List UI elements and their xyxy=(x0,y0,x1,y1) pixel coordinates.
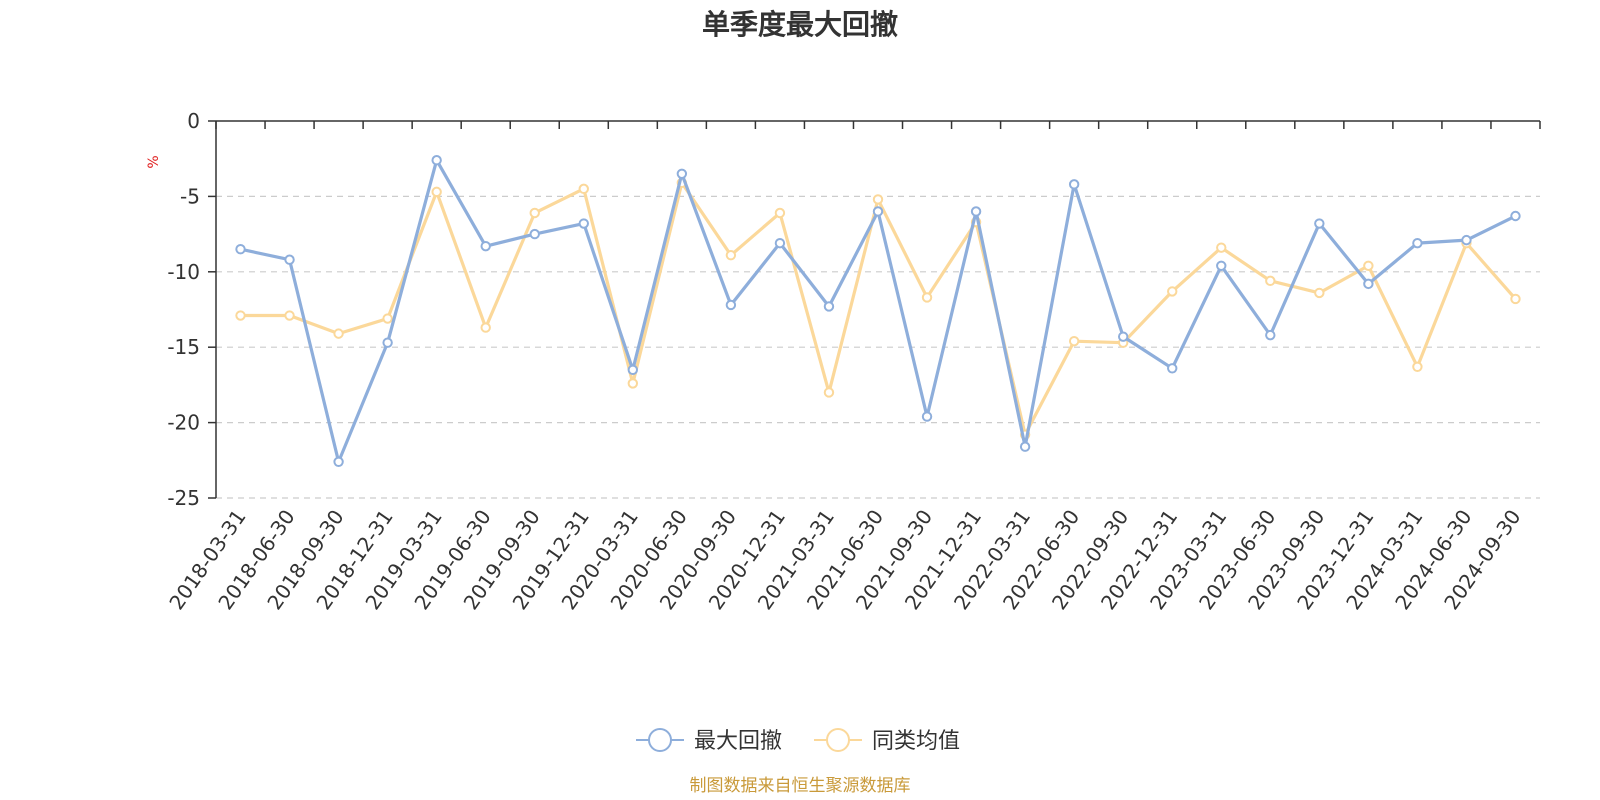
data-point[interactable] xyxy=(1265,329,1276,341)
data-point[interactable] xyxy=(382,337,393,348)
data-point[interactable] xyxy=(1314,287,1325,299)
data-point[interactable] xyxy=(627,364,639,376)
data-point[interactable] xyxy=(1510,293,1521,305)
y-tick-label: -5 xyxy=(180,184,200,208)
series-line xyxy=(240,181,1517,437)
data-point[interactable] xyxy=(725,250,737,261)
data-point[interactable] xyxy=(333,328,344,339)
data-point[interactable] xyxy=(1363,278,1374,290)
series-1 xyxy=(235,155,1521,468)
grid-lines xyxy=(216,195,1540,499)
data-point[interactable] xyxy=(284,310,295,321)
data-point[interactable] xyxy=(1412,237,1423,249)
data-point[interactable] xyxy=(1216,260,1227,271)
x-tick-labels: 2018-03-312018-06-302018-09-302018-12-31… xyxy=(164,505,1525,614)
legend-label: 最大回撤 xyxy=(694,729,782,754)
data-point[interactable] xyxy=(235,310,246,321)
data-point[interactable] xyxy=(627,378,639,389)
data-point[interactable] xyxy=(921,292,933,303)
legend-marker-icon xyxy=(826,728,850,752)
data-point[interactable] xyxy=(725,299,737,311)
y-tick-label: -20 xyxy=(167,411,200,435)
y-axis-unit: % xyxy=(146,155,162,168)
legend-marker-icon xyxy=(648,728,672,752)
data-point[interactable] xyxy=(578,183,589,195)
data-point[interactable] xyxy=(1510,210,1521,222)
data-point[interactable] xyxy=(1117,331,1129,342)
legend-item-1[interactable]: 最大回撤 xyxy=(636,728,782,754)
data-point[interactable] xyxy=(431,155,442,166)
data-point[interactable] xyxy=(1461,234,1472,246)
data-point[interactable] xyxy=(529,207,540,219)
data-point[interactable] xyxy=(774,237,786,249)
data-point[interactable] xyxy=(774,207,786,219)
data-point[interactable] xyxy=(970,206,982,217)
y-tick-label: 0 xyxy=(187,109,200,133)
data-point[interactable] xyxy=(1068,335,1080,347)
y-tick-labels: 0 -5 -10 -15 -20 -25 xyxy=(167,109,200,510)
data-point[interactable] xyxy=(1167,363,1178,374)
data-point[interactable] xyxy=(480,240,491,252)
series-group xyxy=(235,155,1521,468)
data-point[interactable] xyxy=(235,243,246,255)
data-point[interactable] xyxy=(578,218,589,229)
data-point[interactable] xyxy=(1314,218,1325,229)
data-point[interactable] xyxy=(921,411,933,422)
legend-item-2[interactable]: 同类均值 xyxy=(814,728,960,754)
chart-title: 单季度最大回撤 xyxy=(702,8,898,41)
data-point[interactable] xyxy=(676,168,688,179)
data-point[interactable] xyxy=(431,186,442,198)
y-tick-label: -15 xyxy=(167,335,200,359)
data-point[interactable] xyxy=(1363,260,1374,271)
y-tick-label: -25 xyxy=(167,486,200,510)
data-point[interactable] xyxy=(1216,242,1227,253)
data-point[interactable] xyxy=(284,254,295,265)
legend[interactable]: 最大回撤 同类均值 xyxy=(636,728,960,754)
data-point[interactable] xyxy=(872,194,884,205)
data-point[interactable] xyxy=(382,313,393,324)
data-point[interactable] xyxy=(1412,361,1423,373)
data-point[interactable] xyxy=(333,456,344,468)
legend-label: 同类均值 xyxy=(872,729,960,754)
data-point[interactable] xyxy=(480,322,491,333)
data-point[interactable] xyxy=(1265,275,1276,287)
source-note: 制图数据来自恒生聚源数据库 xyxy=(690,776,911,796)
data-point[interactable] xyxy=(1019,441,1031,452)
data-point[interactable] xyxy=(823,387,835,398)
data-point[interactable] xyxy=(823,301,835,312)
data-point[interactable] xyxy=(1068,179,1080,190)
data-point[interactable] xyxy=(1167,286,1178,297)
data-point[interactable] xyxy=(529,228,540,240)
y-tick-label: -10 xyxy=(167,260,200,284)
axes xyxy=(208,120,1541,499)
data-point[interactable] xyxy=(872,206,884,217)
